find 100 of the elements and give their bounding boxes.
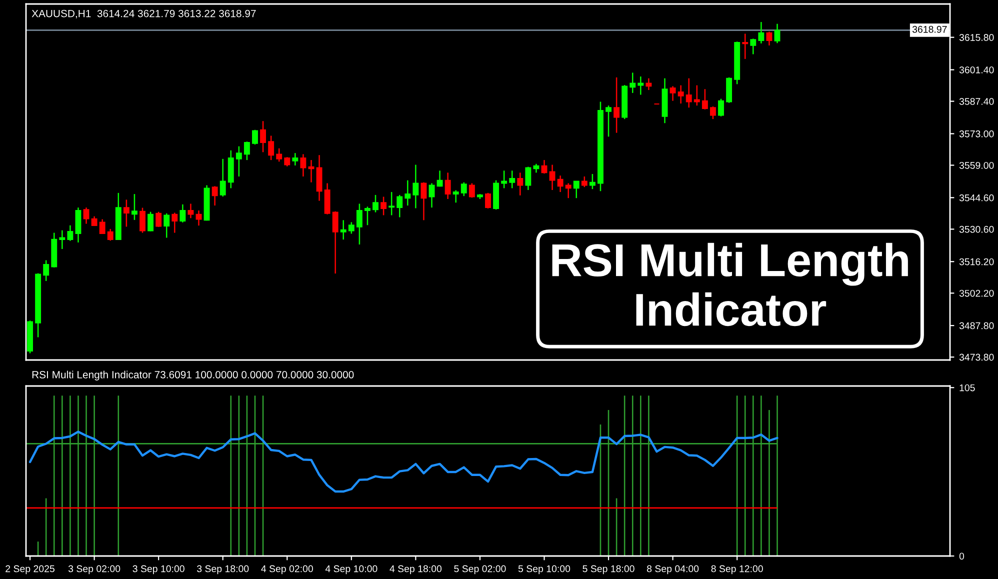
candlestick	[300, 154, 306, 178]
y-tick-label: 3559.00	[959, 162, 994, 169]
candlestick	[404, 180, 411, 206]
candlestick	[364, 206, 370, 226]
candlestick	[380, 196, 387, 216]
y-tick-label: 3530.60	[959, 226, 994, 233]
x-tick-label: 8 Sep 04:00	[647, 565, 699, 574]
candlestick	[156, 211, 162, 228]
candlestick	[332, 210, 338, 274]
y-tick-label: 3487.80	[959, 322, 994, 330]
candlestick	[188, 203, 194, 219]
chart-title: RSI Multi Length Indicator 73.6091 100.0000 0.0000 70.0000 30.0000	[32, 370, 354, 380]
candlestick	[549, 164, 556, 191]
line-series	[28, 430, 778, 493]
candlestick	[148, 211, 154, 232]
candlestick	[244, 140, 250, 161]
y-tick-label: 3544.60	[959, 194, 994, 202]
candlestick	[75, 206, 82, 244]
y-tick-label: 0	[959, 552, 964, 560]
y-tick-label: 3473.80	[959, 354, 994, 361]
candlestick	[750, 38, 756, 55]
x-tick-label: 5 Sep 10:00	[518, 565, 570, 574]
candlestick	[284, 156, 290, 167]
candlestick	[702, 88, 708, 110]
x-tick-label: 2 Sep 2025	[6, 565, 54, 574]
candlestick	[268, 135, 274, 161]
candlestick	[316, 154, 322, 202]
candlestick	[444, 172, 451, 200]
candlestick	[726, 76, 732, 104]
x-tick-label: 3 Sep 02:00	[68, 565, 120, 574]
candlestick	[412, 164, 419, 209]
x-tick-label: 4 Sep 10:00	[325, 565, 378, 574]
candlestick	[356, 203, 362, 246]
candlestick	[766, 31, 772, 46]
candlestick	[509, 170, 516, 189]
candlestick	[452, 190, 459, 204]
x-tick-label: 4 Sep 02:00	[261, 565, 313, 574]
candlestick	[420, 182, 427, 221]
candlestick	[678, 84, 684, 104]
candlestick	[252, 129, 258, 146]
candlestick	[372, 194, 378, 213]
ref-line-label: 3618.97	[912, 26, 947, 33]
candlestick	[774, 23, 780, 44]
candlestick	[196, 210, 202, 226]
candlestick	[220, 158, 226, 198]
candlestick	[59, 230, 66, 250]
candlestick	[131, 193, 138, 221]
y-tick-label: 105	[960, 384, 975, 392]
candlestick	[573, 180, 580, 199]
candlestick	[525, 166, 532, 191]
candlestick	[43, 260, 50, 282]
candlestick	[276, 148, 282, 162]
candlestick	[517, 172, 524, 196]
candlestick	[67, 224, 74, 242]
y-tick-label: 3516.20	[959, 258, 994, 266]
candlestick	[292, 152, 298, 166]
candlestick	[340, 220, 346, 240]
candlestick	[83, 206, 90, 224]
annotation: RSI Multi Length Indicator	[552, 242, 908, 326]
candlestick	[589, 173, 596, 190]
candlestick	[212, 186, 218, 206]
candlestick	[324, 182, 330, 215]
candlestick	[180, 204, 186, 224]
candlestick	[758, 21, 764, 44]
candlestick	[670, 86, 676, 102]
x-tick-label: 3 Sep 18:00	[197, 565, 249, 574]
candlestick	[348, 222, 354, 234]
candlestick	[123, 199, 130, 228]
candlestick	[638, 76, 644, 96]
y-tick-label: 3615.80	[959, 34, 994, 41]
candlestick	[630, 72, 636, 94]
candlestick	[742, 33, 748, 60]
candlestick	[260, 120, 266, 153]
x-tick-label: 8 Sep 12:00	[711, 565, 763, 574]
candlestick	[140, 207, 146, 234]
x-tick-label: 5 Sep 18:00	[582, 565, 634, 574]
candlestick	[172, 212, 178, 234]
candlestick	[606, 104, 612, 138]
candlestick	[164, 212, 170, 238]
x-tick-label: 4 Sep 18:00	[390, 565, 442, 574]
candlestick	[388, 191, 395, 216]
candlestick	[686, 78, 692, 108]
chart-title: XAUUSD,H1 3614.24 3621.79 3613.22 3618.97	[32, 10, 256, 18]
candlestick	[436, 170, 443, 188]
candlestick	[565, 182, 572, 199]
y-tick-label: 3502.20	[959, 290, 994, 297]
candlestick	[501, 170, 508, 189]
candlestick	[468, 182, 475, 198]
x-tick-label: 5 Sep 02:00	[454, 565, 506, 574]
candlestick	[541, 159, 548, 174]
candlestick	[581, 176, 588, 188]
candlestick	[614, 76, 620, 134]
candlestick	[107, 228, 114, 242]
candlestick	[694, 84, 700, 106]
y-tick-label: 3587.40	[959, 98, 994, 105]
candlestick	[485, 192, 491, 210]
y-tick-label: 3601.40	[959, 66, 994, 74]
candlestick	[428, 182, 435, 208]
x-tick-label: 3 Sep 10:00	[132, 565, 184, 574]
candlestick	[646, 78, 652, 91]
